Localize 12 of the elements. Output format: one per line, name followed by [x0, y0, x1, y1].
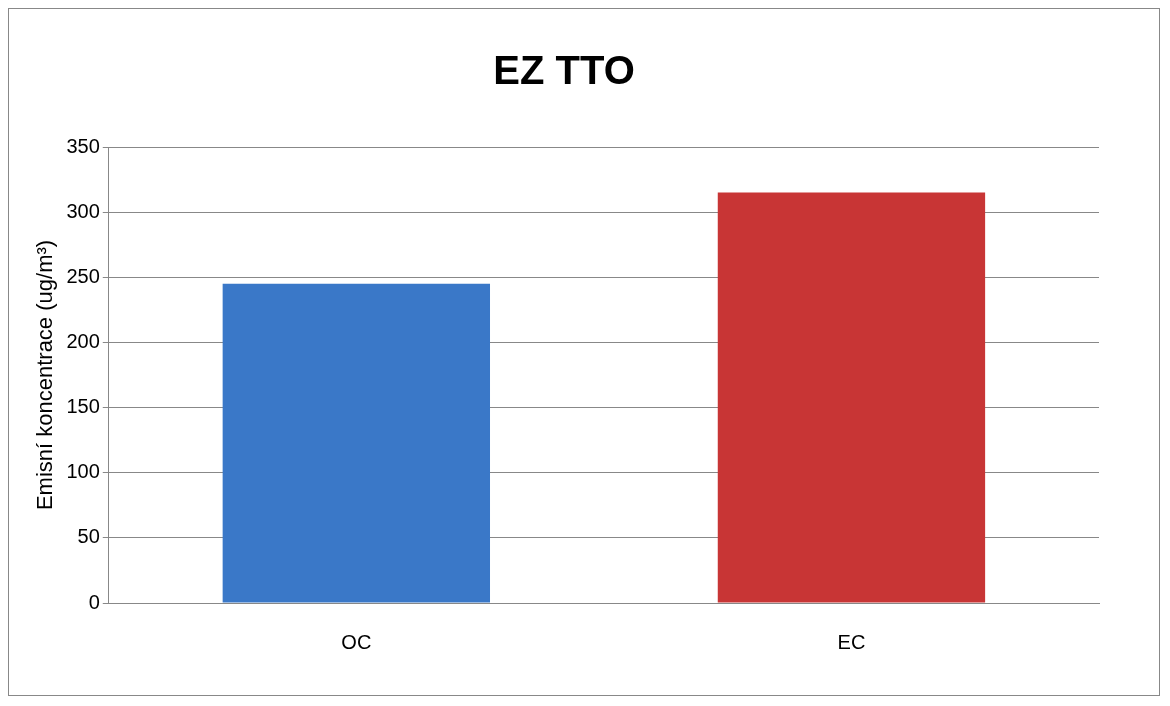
y-axis-title: Emisní koncentrace (ug/m³) — [32, 239, 58, 511]
y-tick-label: 0 — [88, 590, 100, 613]
chart-title: EZ TTO — [493, 48, 635, 93]
y-tick-label: 150 — [66, 395, 100, 418]
y-tick-label: 350 — [66, 134, 100, 157]
y-tick-label: 200 — [66, 329, 100, 352]
x-tick-label: OC — [341, 630, 372, 653]
y-tick-label: 250 — [66, 264, 100, 287]
y-tick-label: 100 — [66, 460, 100, 483]
y-tick-label: 50 — [77, 525, 100, 548]
x-tick-label: EC — [837, 630, 866, 653]
y-tick-label: 300 — [66, 199, 100, 222]
